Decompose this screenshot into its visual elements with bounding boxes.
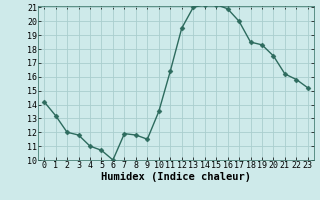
X-axis label: Humidex (Indice chaleur): Humidex (Indice chaleur) bbox=[101, 172, 251, 182]
